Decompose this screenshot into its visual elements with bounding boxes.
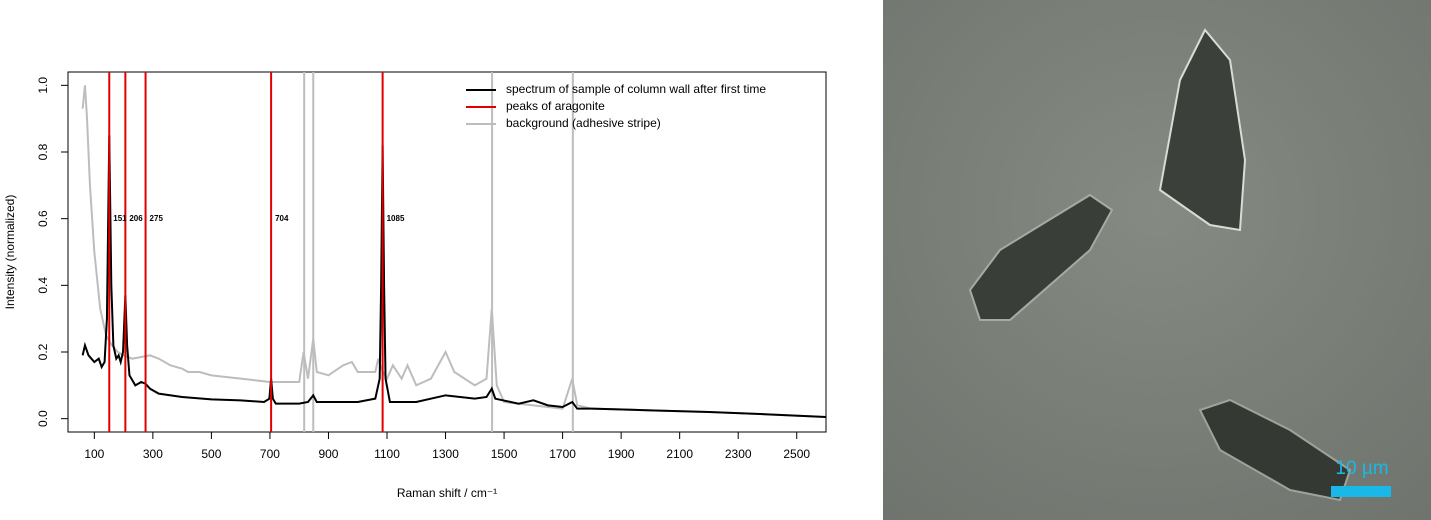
peak-label: 704 xyxy=(275,214,289,223)
crystal xyxy=(968,193,1114,321)
crystal xyxy=(1198,398,1352,502)
legend-label: background (adhesive stripe) xyxy=(506,116,661,130)
x-axis-label: Raman shift / cm⁻¹ xyxy=(397,486,497,500)
x-tick-label: 300 xyxy=(143,447,163,461)
x-tick-label: 1500 xyxy=(491,447,518,461)
x-tick-label: 500 xyxy=(201,447,221,461)
x-tick-label: 700 xyxy=(260,447,280,461)
y-tick-label: 0.2 xyxy=(36,343,50,360)
x-tick-label: 900 xyxy=(318,447,338,461)
photo-background xyxy=(883,0,1431,520)
y-tick-label: 1.0 xyxy=(36,77,50,94)
micrograph: 10 µm xyxy=(883,0,1431,520)
peak-label: 206 xyxy=(129,214,143,223)
plot-area xyxy=(81,72,826,432)
x-tick-label: 100 xyxy=(84,447,104,461)
x-tick-label: 1700 xyxy=(549,447,576,461)
legend-label: spectrum of sample of column wall after … xyxy=(506,82,766,96)
x-tick-label: 1900 xyxy=(608,447,635,461)
y-axis-label: Intensity (normalized) xyxy=(3,195,17,310)
spectrum-line xyxy=(81,85,826,418)
scale-label: 10 µm xyxy=(1335,458,1388,479)
x-tick-label: 2100 xyxy=(666,447,693,461)
peak-label: 275 xyxy=(150,214,164,223)
legend-label: peaks of aragonite xyxy=(506,99,605,113)
x-tick-label: 1300 xyxy=(432,447,459,461)
y-tick-label: 0.6 xyxy=(36,210,50,227)
crystal xyxy=(1158,28,1247,232)
y-tick-label: 0.8 xyxy=(36,143,50,160)
y-tick-label: 0.0 xyxy=(36,410,50,427)
peak-label: 151 xyxy=(113,214,127,223)
scale-bar xyxy=(1331,486,1391,497)
y-tick-label: 0.4 xyxy=(36,277,50,294)
peak-label: 1085 xyxy=(387,214,405,223)
x-tick-label: 2300 xyxy=(725,447,752,461)
spectrum-line xyxy=(81,135,826,418)
plot-frame xyxy=(67,71,827,433)
x-tick-label: 2500 xyxy=(783,447,810,461)
x-tick-label: 1100 xyxy=(374,447,400,461)
